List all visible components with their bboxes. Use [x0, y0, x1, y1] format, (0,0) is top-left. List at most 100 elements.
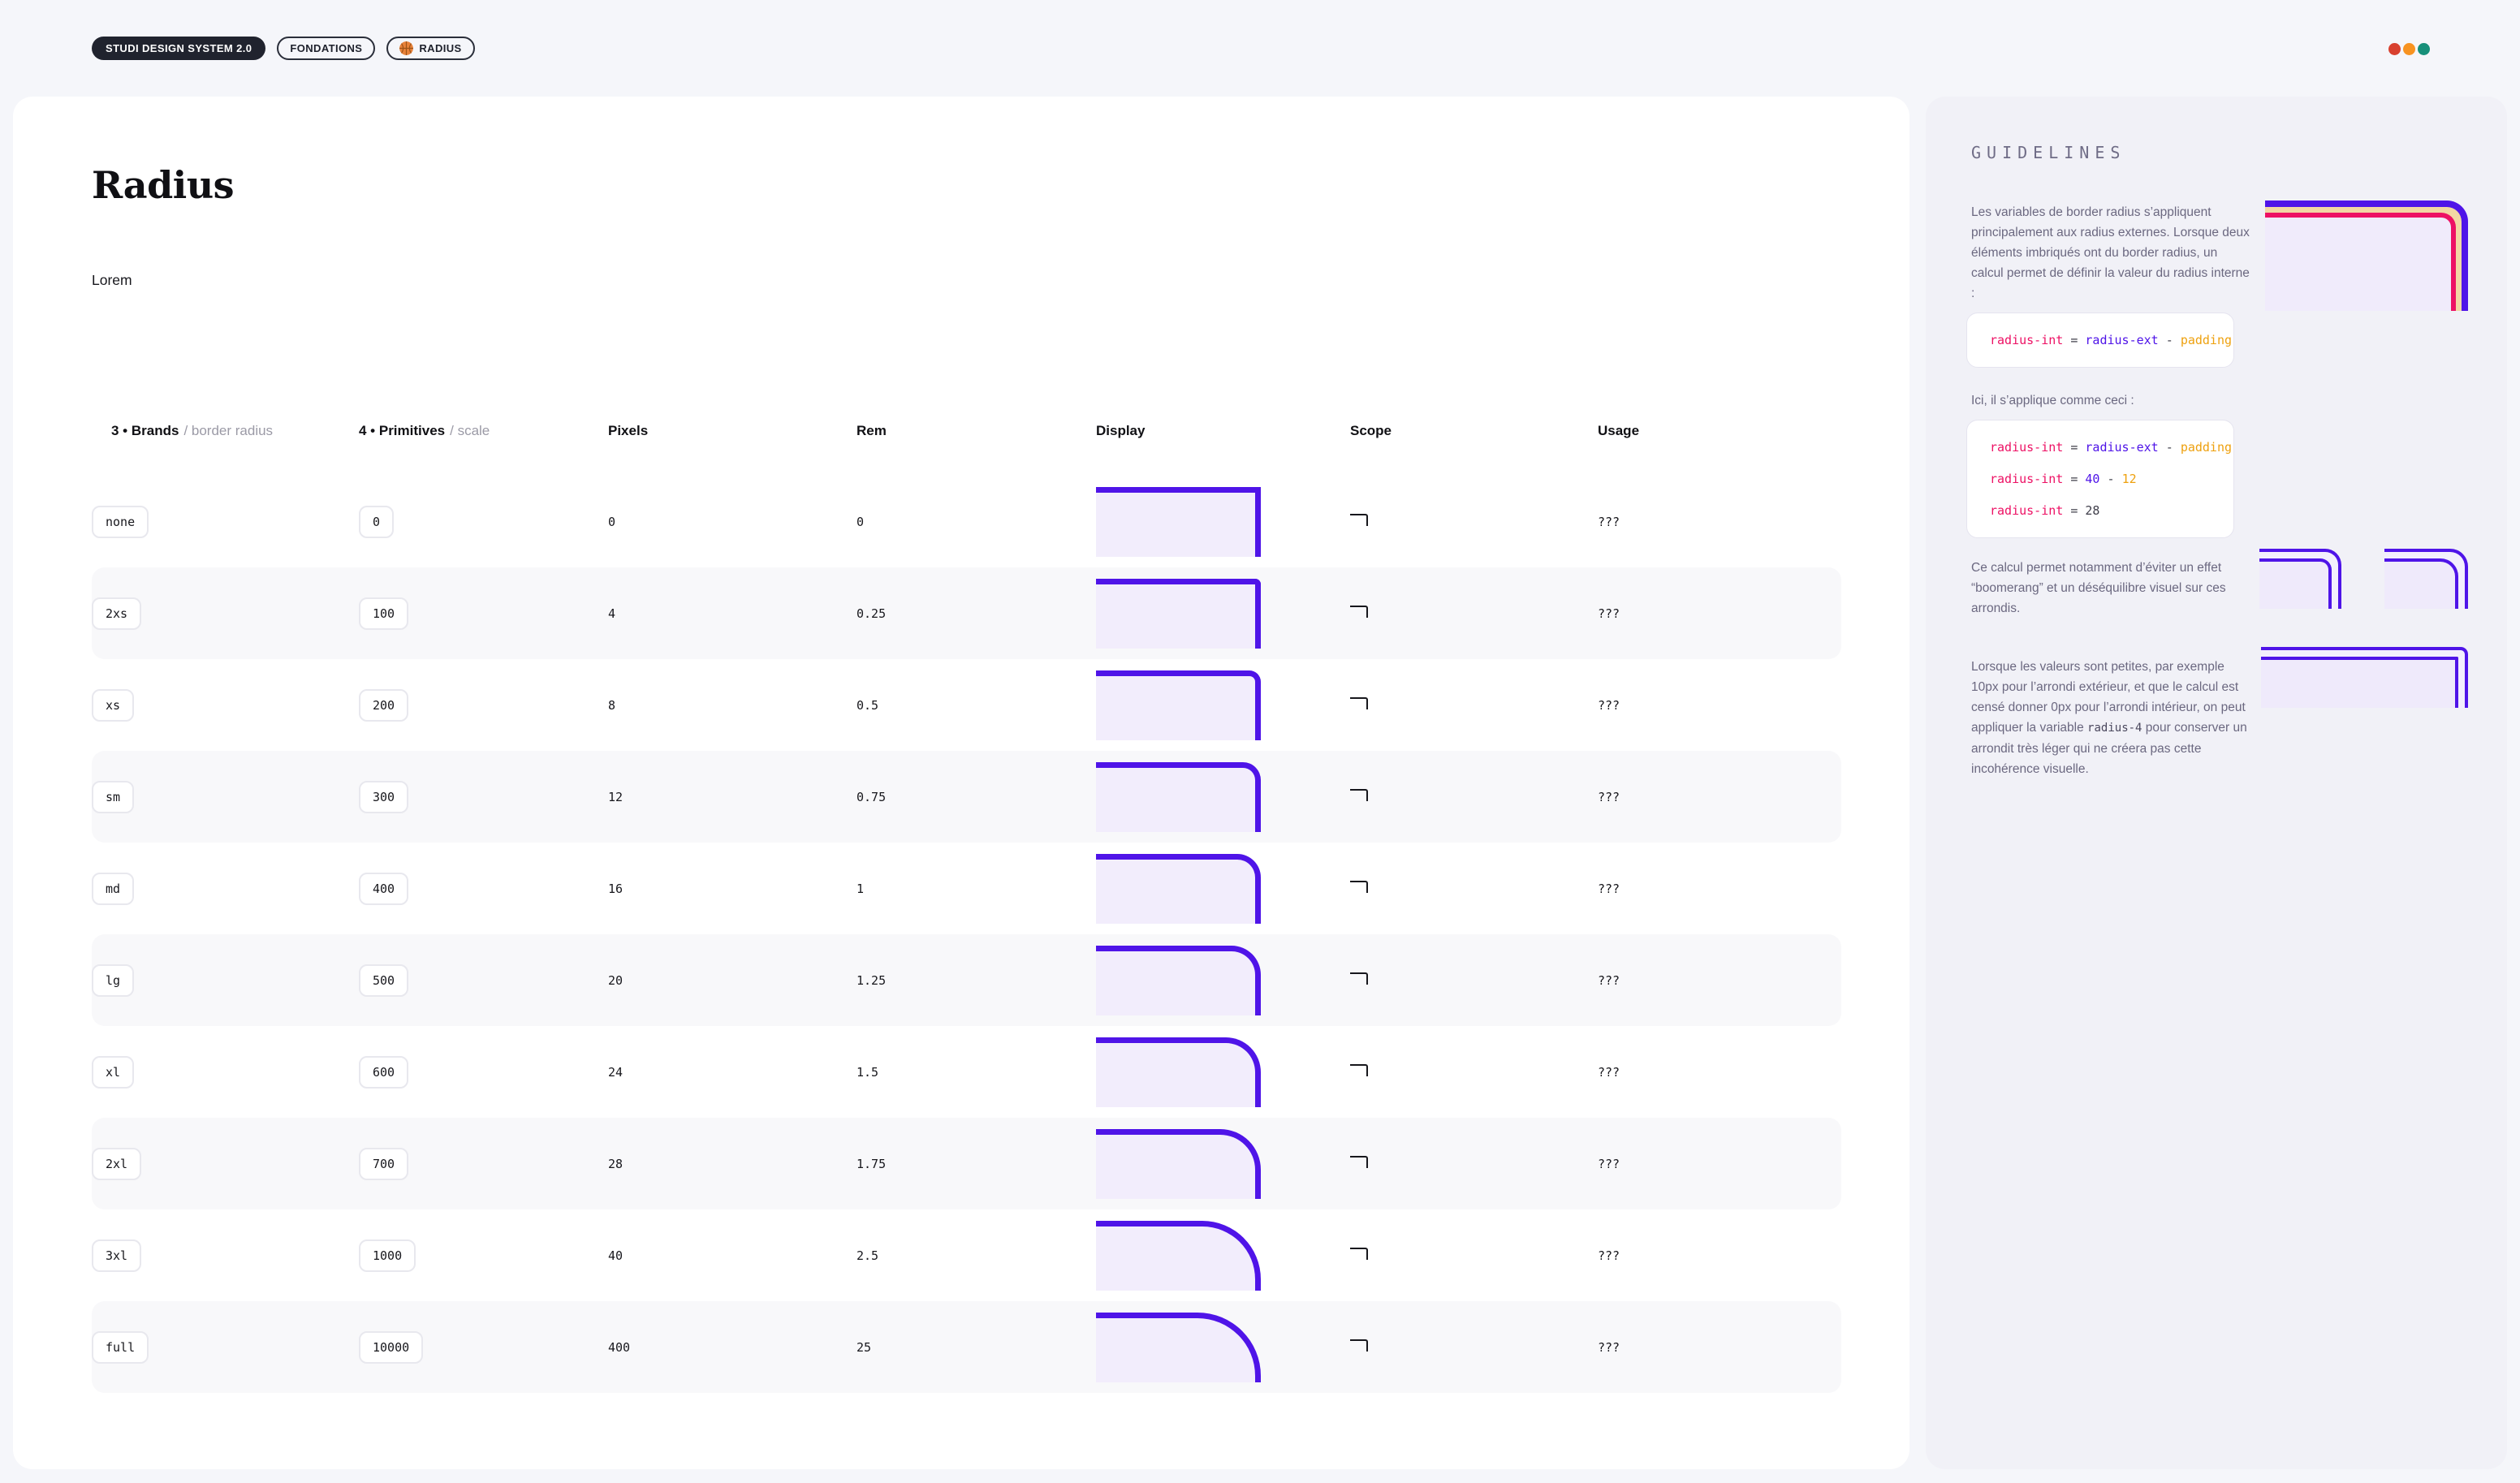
guidelines-paragraph-3: Lorsque les valeurs sont petites, par ex… [1971, 657, 2251, 779]
primitive-token-chip[interactable]: 0 [359, 505, 395, 538]
pixels-value: 0 [608, 514, 616, 529]
code-token: padding [2180, 440, 2233, 455]
usage-value: ??? [1598, 1064, 1620, 1080]
usage-value: ??? [1598, 697, 1620, 713]
corner-scope-icon [1350, 1247, 1368, 1260]
rem-value: 0.5 [857, 697, 879, 713]
pixels-value: 4 [608, 606, 616, 621]
rem-value: 1 [857, 881, 865, 896]
badge-fondations[interactable]: FONDATIONS [277, 37, 376, 60]
radius-preview [1096, 945, 1261, 1015]
code-token: radius-int [1990, 472, 2064, 486]
table-row: none 0 0 0 ??? [92, 476, 1841, 567]
guidelines-sidebar: GUIDELINES Les variables de border radiu… [1926, 97, 2507, 1469]
brand-token-chip[interactable]: lg [92, 964, 135, 997]
badge-radius-label: RADIUS [419, 42, 462, 54]
code-token: padding [2180, 333, 2233, 347]
brand-token-chip[interactable]: none [92, 505, 149, 538]
sidebar-heading: GUIDELINES [1971, 143, 2126, 162]
primitive-token-chip[interactable]: 200 [359, 688, 409, 722]
pixels-value: 40 [608, 1248, 624, 1263]
pixels-value: 20 [608, 972, 624, 988]
radius-preview [1096, 486, 1261, 557]
col-header-display: Display [1096, 423, 1146, 438]
radius-preview [1096, 1312, 1261, 1382]
table-row: lg 500 20 1.25 ??? [92, 934, 1841, 1026]
brand-token-chip[interactable]: md [92, 872, 135, 905]
nested-radius-diagram-inner [2265, 213, 2456, 311]
code-token: = [2070, 333, 2078, 347]
corner-scope-icon [1350, 1063, 1368, 1076]
corner-scope-icon [1350, 880, 1368, 893]
red-dot-icon[interactable] [2388, 43, 2401, 55]
pixels-value: 16 [608, 881, 624, 896]
usage-value: ??? [1598, 514, 1620, 529]
usage-value: ??? [1598, 606, 1620, 621]
orange-dot-icon[interactable] [2403, 43, 2415, 55]
rem-value: 0.25 [857, 606, 887, 621]
radius-preview [1096, 1220, 1261, 1291]
primitive-token-chip[interactable]: 300 [359, 780, 409, 813]
code-token: = [2070, 503, 2078, 518]
boomerang-comparison-diagram [2259, 549, 2468, 609]
breadcrumb: STUDI DESIGN SYSTEM 2.0 FONDATIONS RADIU… [92, 37, 475, 60]
pixels-value: 8 [608, 697, 616, 713]
badge-radius[interactable]: RADIUS [386, 37, 475, 60]
correct-radius-corner [2259, 549, 2341, 609]
code-token: 12 [2121, 472, 2137, 486]
table-row: xs 200 8 0.5 ??? [92, 659, 1841, 751]
inline-code: radius-4 [2087, 722, 2142, 735]
primitive-token-chip[interactable]: 500 [359, 964, 409, 997]
brand-token-chip[interactable]: xs [92, 688, 135, 722]
table-row: sm 300 12 0.75 ??? [92, 751, 1841, 843]
primitive-token-chip[interactable]: 10000 [359, 1330, 424, 1364]
corner-scope-icon [1350, 788, 1368, 801]
page-title: Radius [92, 163, 235, 207]
boomerang-radius-corner-inner [2384, 558, 2458, 609]
brand-token-chip[interactable]: 2xs [92, 597, 142, 630]
primitive-token-chip[interactable]: 100 [359, 597, 409, 630]
col-header-usage: Usage [1598, 423, 1640, 438]
green-dot-icon[interactable] [2418, 43, 2430, 55]
brand-token-chip[interactable]: sm [92, 780, 135, 813]
pixels-value: 12 [608, 789, 624, 804]
code-token: = [2070, 440, 2078, 455]
usage-value: ??? [1598, 972, 1620, 988]
badge-design-system[interactable]: STUDI DESIGN SYSTEM 2.0 [92, 37, 266, 60]
corner-scope-icon [1350, 513, 1368, 526]
rem-value: 1.25 [857, 972, 887, 988]
code-token: - [2107, 472, 2115, 486]
table-header-row: 3 • Brands / border radius 4 • Primitives… [92, 419, 1841, 443]
usage-value: ??? [1598, 881, 1620, 896]
pixels-value: 400 [608, 1339, 631, 1355]
primitive-token-chip[interactable]: 400 [359, 872, 409, 905]
rem-value: 1.75 [857, 1156, 887, 1171]
pixels-value: 28 [608, 1156, 624, 1171]
radius-preview [1096, 1037, 1261, 1107]
top-bar: STUDI DESIGN SYSTEM 2.0 FONDATIONS RADIU… [0, 0, 2520, 97]
radius-preview [1096, 578, 1261, 649]
brand-token-chip[interactable]: 2xl [92, 1147, 142, 1180]
brand-token-chip[interactable]: xl [92, 1055, 135, 1089]
code-token: radius-ext [2085, 333, 2159, 347]
code-token: - [2165, 440, 2173, 455]
code-token: 28 [2085, 503, 2100, 518]
col-header-pixels: Pixels [608, 423, 649, 438]
corner-scope-icon [1350, 1339, 1368, 1352]
small-radius-diagram-inner [2261, 657, 2458, 708]
primitive-token-chip[interactable]: 600 [359, 1055, 409, 1089]
paragraph-text: pour conserver un arrondit très léger qu… [1971, 721, 2247, 776]
pixels-value: 24 [608, 1064, 624, 1080]
correct-radius-corner-inner [2259, 558, 2332, 609]
primitive-token-chip[interactable]: 700 [359, 1147, 409, 1180]
corner-scope-icon [1350, 605, 1368, 618]
page-subtitle: Lorem [92, 272, 132, 288]
brand-token-chip[interactable]: full [92, 1330, 149, 1364]
col-header-scope: Scope [1350, 423, 1392, 438]
boomerang-radius-corner [2384, 549, 2468, 609]
rem-value: 0 [857, 514, 865, 529]
primitive-token-chip[interactable]: 1000 [359, 1239, 416, 1272]
guidelines-paragraph-1: Les variables de border radius s’appliqu… [1971, 205, 2250, 300]
brand-token-chip[interactable]: 3xl [92, 1239, 142, 1272]
usage-value: ??? [1598, 1339, 1620, 1355]
